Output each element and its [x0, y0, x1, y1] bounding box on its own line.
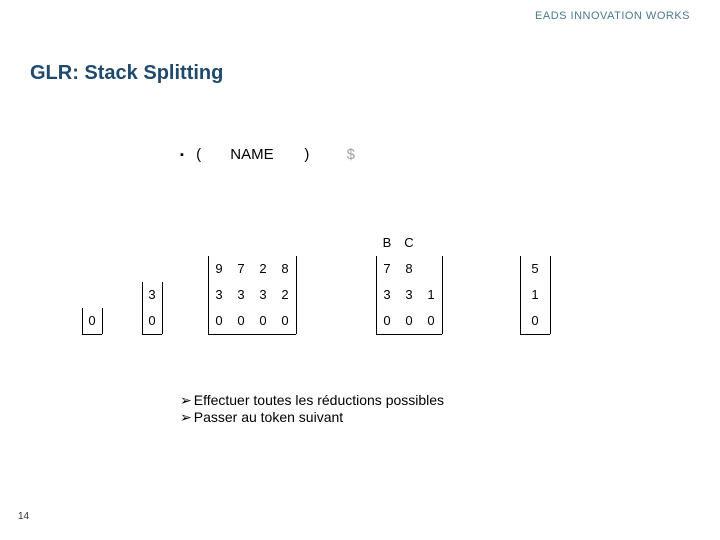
stack-cell: 0: [376, 308, 398, 334]
stack-cell: 1: [420, 282, 442, 308]
stack-cell: 3: [208, 282, 230, 308]
stack-cell: 0: [274, 308, 296, 334]
stack-cell: 7: [230, 256, 252, 282]
stack-cell: 3: [398, 282, 420, 308]
stack-cell: 2: [274, 282, 296, 308]
stack-border: [142, 334, 162, 335]
stack-cell: 0: [520, 308, 550, 334]
stack-border: [162, 282, 163, 334]
stack-border: [376, 334, 442, 335]
stack-cell: 1: [520, 282, 550, 308]
stack-cell: 0: [230, 308, 252, 334]
token-paren-close: ): [304, 146, 342, 163]
stack-cell: 0: [420, 308, 442, 334]
token-name: NAME: [230, 146, 300, 163]
stack-border: [82, 334, 102, 335]
stack-border: [82, 308, 83, 334]
notes-block: ➢Effectuer toutes les réductions possibl…: [180, 392, 444, 426]
bullet-icon: ▪: [180, 149, 184, 161]
stack-border: [550, 256, 551, 334]
stack-border: [296, 256, 297, 334]
stack-cell: 3: [252, 282, 274, 308]
token-row: ▪ ( NAME ) $: [180, 146, 355, 163]
arrow-icon: ➢: [180, 392, 192, 408]
note-line-2: ➢Passer au token suivant: [180, 409, 444, 426]
arrow-icon: ➢: [180, 409, 192, 425]
stack-cell: 3: [142, 282, 162, 308]
stack-border: [520, 256, 521, 334]
note-text-2: Passer au token suivant: [194, 409, 343, 425]
note-text-1: Effectuer toutes les réductions possible…: [194, 392, 444, 408]
slide-title: GLR: Stack Splitting: [30, 62, 223, 85]
logo-text: EADS INNOVATION WORKS: [535, 10, 690, 22]
note-line-1: ➢Effectuer toutes les réductions possibl…: [180, 392, 444, 409]
stack-cell: 0: [208, 308, 230, 334]
stack-cell: 3: [376, 282, 398, 308]
token-dollar: $: [347, 146, 355, 163]
stack-cell: 0: [142, 308, 162, 334]
stack-diagram: 030930730230820BC78331000510: [0, 230, 720, 360]
stack-cell: 5: [520, 256, 550, 282]
stack-cell: 0: [398, 308, 420, 334]
stack-label: C: [398, 230, 420, 256]
stack-cell: 8: [398, 256, 420, 282]
stack-border: [208, 334, 296, 335]
stack-border: [208, 256, 209, 334]
stack-label: B: [376, 230, 398, 256]
stack-cell: 2: [252, 256, 274, 282]
stack-cell: 8: [274, 256, 296, 282]
token-paren-open: (: [196, 146, 226, 163]
stack-border: [142, 282, 143, 334]
stack-cell: 0: [82, 308, 102, 334]
stack-border: [376, 256, 377, 334]
stack-border: [520, 334, 550, 335]
stack-border: [102, 308, 103, 334]
slide-number: 14: [18, 511, 29, 522]
stack-cell: 3: [230, 282, 252, 308]
stack-cell: 0: [252, 308, 274, 334]
stack-border: [442, 256, 443, 334]
stack-cell: 9: [208, 256, 230, 282]
stack-cell: 7: [376, 256, 398, 282]
